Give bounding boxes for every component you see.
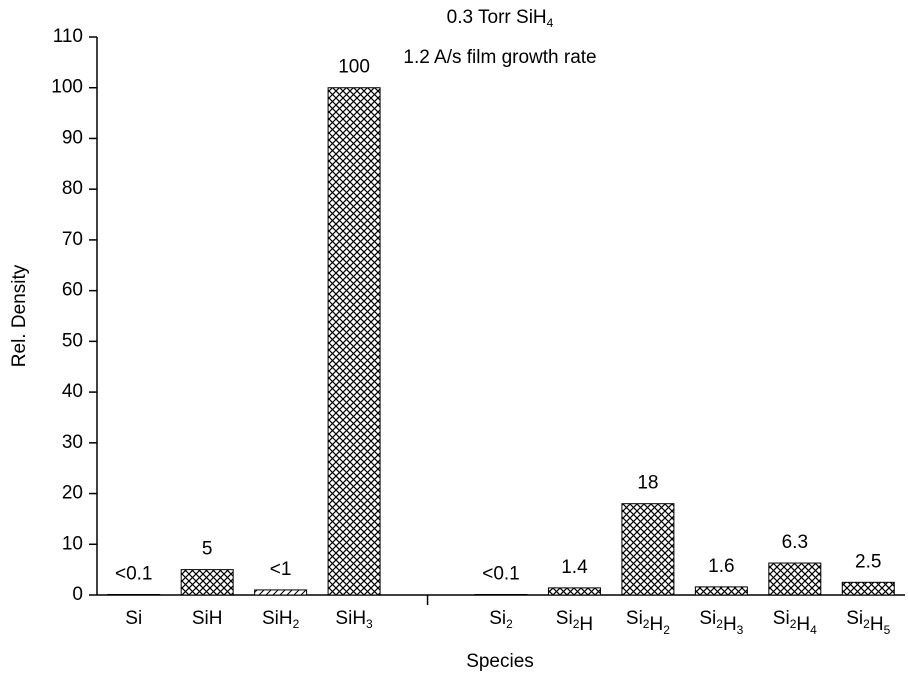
x-tick-label: Si (125, 608, 142, 629)
value-label: <0.1 (115, 564, 153, 585)
x-tick-label: Si2H2 (626, 608, 670, 637)
value-label: 100 (338, 57, 370, 78)
value-label: 18 (637, 473, 658, 494)
x-axis-label: Species (466, 651, 534, 672)
y-tick-label: 80 (62, 178, 83, 199)
x-tick-label: Si2 (489, 608, 513, 631)
y-tick-label: 70 (62, 229, 83, 250)
value-label: 1.6 (708, 556, 734, 577)
y-tick-label: 90 (62, 127, 83, 148)
y-tick-label: 40 (62, 381, 83, 402)
chart-subtitle: 1.2 A/s film growth rate (403, 47, 596, 68)
y-tick-label: 20 (62, 483, 83, 504)
x-tick-label: SiH2 (262, 608, 300, 631)
value-label: 6.3 (782, 532, 808, 553)
value-label: <1 (270, 559, 292, 580)
value-label: <0.1 (482, 564, 520, 585)
bar (107, 593, 161, 596)
bar (768, 562, 822, 596)
y-tick-label: 0 (72, 584, 83, 605)
value-label: 1.4 (561, 557, 588, 578)
bar (327, 87, 381, 596)
bar (254, 589, 308, 596)
y-tick-label: 100 (51, 77, 83, 98)
bar (180, 569, 234, 596)
value-label: 2.5 (855, 551, 881, 572)
y-tick-label: 60 (62, 280, 83, 301)
y-tick-label: 30 (62, 432, 83, 453)
x-tick-label: SiH3 (335, 608, 373, 631)
y-tick-label: 50 (62, 330, 83, 351)
bar (547, 587, 601, 596)
y-tick-label: 110 (53, 26, 83, 47)
x-tick-label: Si2H (556, 608, 593, 635)
bar (841, 581, 895, 596)
y-tick-label: 10 (62, 533, 83, 554)
bar (621, 503, 675, 596)
x-tick-label: Si2H5 (846, 608, 890, 637)
y-axis-label: Rel. Density (9, 264, 30, 367)
x-tick-label: SiH (192, 608, 223, 629)
x-tick-label: Si2H4 (773, 608, 817, 637)
chart-title: 0.3 Torr SiH4 (447, 7, 554, 30)
value-label: 5 (202, 539, 213, 560)
x-tick-label: Si2H3 (699, 608, 743, 637)
bar (474, 593, 528, 596)
bar (694, 586, 748, 596)
